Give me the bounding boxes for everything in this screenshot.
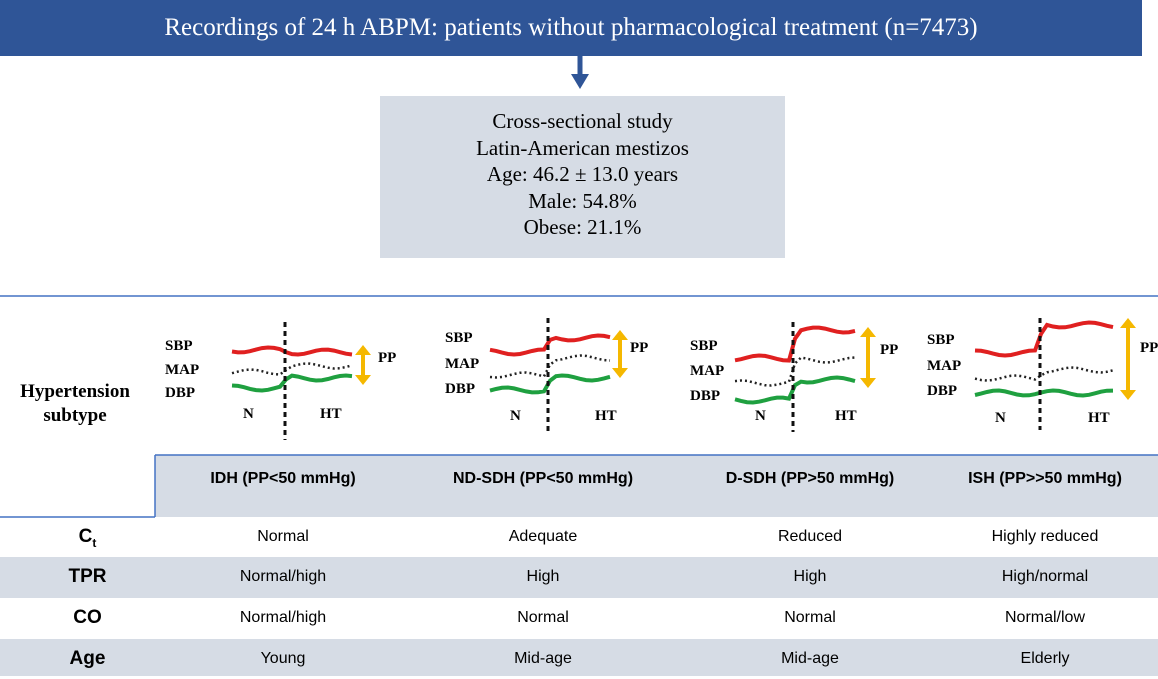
cell: High	[526, 568, 560, 585]
pp-arrow-head	[355, 345, 371, 355]
pp-arrow-head	[355, 375, 371, 385]
row-label: TPR	[68, 566, 107, 587]
dbp-curve	[489, 373, 611, 395]
cell: High/normal	[1001, 568, 1089, 585]
label-map: MAP	[927, 358, 961, 374]
cell: Normal/high	[239, 609, 327, 626]
label-dbp: DBP	[165, 385, 195, 401]
label-n: N	[510, 408, 521, 424]
cell: Young	[260, 650, 306, 667]
cell: Highly reduced	[991, 528, 1099, 545]
study-line: Male: 54.8%	[528, 188, 637, 213]
label-sbp: SBP	[690, 338, 718, 354]
label-pp: PP	[1140, 340, 1158, 356]
pp-arrow-head	[612, 368, 628, 378]
map-curve	[734, 356, 856, 387]
map-curve	[974, 366, 1114, 382]
row-band	[0, 639, 1158, 676]
cell: Normal/low	[1004, 609, 1085, 626]
label-dbp: DBP	[927, 383, 957, 399]
cell: Elderly	[1020, 650, 1070, 667]
study-box: Cross-sectional study Latin-American mest…	[380, 96, 785, 258]
label-pp: PP	[378, 350, 396, 366]
label-ht: HT	[1088, 410, 1110, 426]
pp-arrow-head	[1120, 318, 1136, 328]
cell: Adequate	[508, 528, 578, 545]
pp-arrow-head	[860, 378, 876, 388]
label-dbp: DBP	[690, 388, 720, 404]
row-label: Ct	[78, 526, 97, 550]
dbp-curve	[231, 373, 353, 393]
header-band	[155, 455, 1158, 517]
label-ht: HT	[320, 406, 342, 422]
sbp-curve	[489, 333, 611, 357]
label-pp: PP	[880, 342, 898, 358]
column-header: IDH (PP<50 mmHg)	[210, 470, 356, 487]
column-header: ND-SDH (PP<50 mmHg)	[452, 470, 634, 487]
label-sbp: SBP	[165, 338, 193, 354]
label-n: N	[995, 410, 1006, 426]
banner: Recordings of 24 h ABPM: patients withou…	[0, 0, 1142, 56]
study-line: Age: 46.2 ± 13.0 years	[486, 162, 679, 186]
cell: Normal/high	[239, 568, 327, 585]
label-map: MAP	[445, 356, 479, 372]
label-sbp: SBP	[445, 330, 473, 346]
sbp-curve	[974, 320, 1114, 358]
cell: Normal	[517, 609, 569, 626]
map-curve	[231, 362, 353, 376]
row-label: CO	[73, 607, 102, 628]
sbp-curve	[734, 325, 856, 363]
dbp-curve	[734, 375, 856, 405]
cell: Mid-age	[514, 650, 572, 667]
study-line: Obese: 21.1%	[523, 215, 642, 239]
row-title: Hypertension subtype	[20, 381, 130, 426]
row-label: Age	[69, 648, 106, 669]
label-n: N	[243, 406, 254, 422]
study-line: Cross-sectional study	[492, 109, 673, 133]
label-sbp: SBP	[927, 332, 955, 348]
arrow-head	[571, 74, 589, 89]
pp-arrow-head	[860, 327, 876, 337]
pp-arrow-head	[612, 330, 628, 340]
cell: Mid-age	[781, 650, 839, 667]
sbp-curve	[231, 345, 353, 357]
map-curve	[489, 354, 611, 379]
label-n: N	[755, 408, 766, 424]
pp-arrow-head	[1120, 390, 1136, 400]
cell: High	[793, 568, 827, 585]
row-band	[0, 557, 1158, 598]
dbp-curve	[974, 388, 1114, 398]
cell: Reduced	[777, 528, 843, 545]
column-header: ISH (PP>>50 mmHg)	[968, 470, 1122, 487]
cell: Normal	[784, 609, 836, 626]
label-map: MAP	[690, 363, 724, 379]
cell: Normal	[257, 528, 309, 545]
label-ht: HT	[595, 408, 617, 424]
label-pp: PP	[630, 340, 648, 356]
study-line: Latin-American mestizos	[476, 135, 689, 160]
column-header: D-SDH (PP>50 mmHg)	[725, 470, 895, 487]
row-label-sub: t	[92, 535, 97, 550]
label-map: MAP	[165, 362, 199, 378]
label-dbp: DBP	[445, 381, 475, 397]
label-ht: HT	[835, 408, 857, 424]
